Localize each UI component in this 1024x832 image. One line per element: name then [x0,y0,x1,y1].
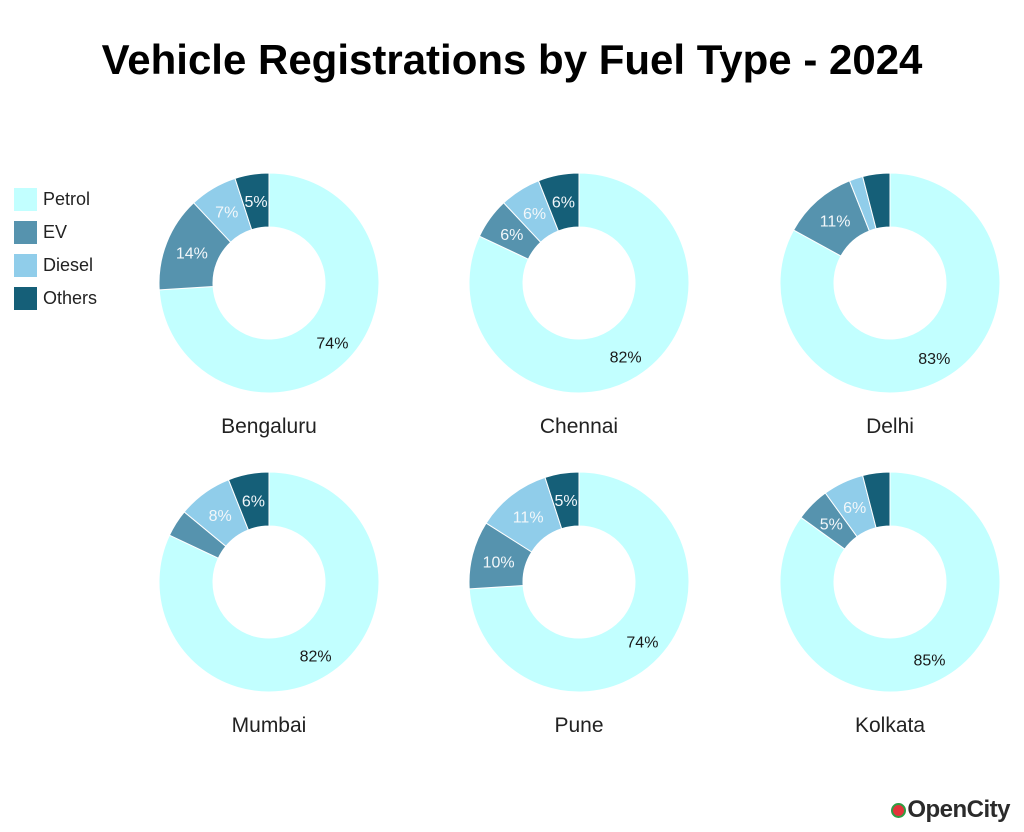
donut-chennai: 82%6%6%6%Chennai [468,172,690,438]
slice-label-chennai-others: 6% [552,194,575,211]
slice-label-chennai-ev: 6% [500,227,523,244]
city-label-mumbai: Mumbai [232,714,307,737]
slice-bengaluru-others [234,172,270,231]
city-label-bengaluru: Bengaluru [221,415,317,438]
city-label-kolkata: Kolkata [855,714,925,737]
slice-label-mumbai-petrol: 82% [300,648,332,665]
slice-chennai-others [537,172,580,232]
slice-label-bengaluru-diesel: 7% [215,205,238,222]
legend-item-others: Others [14,282,97,315]
slice-label-mumbai-others: 6% [242,493,265,510]
legend-label-ev: EV [43,222,68,242]
chart-title: Vehicle Registrations by Fuel Type - 202… [101,36,923,83]
slice-kolkata-petrol [779,471,1001,693]
slice-label-chennai-diesel: 6% [523,206,546,223]
slice-label-delhi-ev: 11% [820,214,851,231]
slice-label-pune-diesel: 11% [513,509,544,526]
slice-pune-petrol [468,471,690,693]
city-label-pune: Pune [554,714,603,737]
slice-pune-others [544,471,580,530]
city-label-chennai: Chennai [540,415,618,438]
opencity-logo-text: OpenCity [907,796,1010,823]
legend-label-diesel: Diesel [43,255,94,275]
legend-label-others: Others [43,288,98,308]
slice-label-pune-others: 5% [554,493,577,510]
donut-pune: 74% 10% 11% 5% Pune [468,471,690,737]
donut-mumbai: 82% 8% 6% Mumbai [158,471,380,737]
slice-label-chennai-petrol: 82% [610,349,642,366]
legend-item-diesel: Diesel [14,249,97,282]
donut-kolkata: 85% 5%6% Kolkata [779,471,1001,737]
slice-mumbai-others [227,471,270,531]
opencity-logo: OpenCity [891,796,1010,824]
slice-delhi-others [862,172,891,230]
legend-swatch-ev [14,221,37,244]
slice-label-kolkata-ev: 5% [820,516,843,533]
city-label-delhi: Delhi [866,415,914,438]
slice-label-bengaluru-petrol: 74% [316,336,348,353]
slice-label-bengaluru-ev: 14% [176,245,208,262]
slice-label-pune-petrol: 74% [626,635,658,652]
legend-label-petrol: Petrol [43,189,91,209]
legend-item-ev: EV [14,216,97,249]
slice-mumbai-petrol [158,471,380,693]
legend: Petrol EV Diesel Others [14,183,97,315]
slice-kolkata-others [862,471,891,529]
slice-label-bengaluru-others: 5% [244,194,267,211]
slice-label-mumbai-diesel: 8% [209,508,232,525]
slice-chennai-petrol [468,172,690,394]
legend-swatch-petrol [14,188,37,211]
donut-bengaluru: 74% 14% 7% 5% Bengaluru [158,172,380,438]
slice-label-kolkata-diesel: 6% [843,500,866,517]
slice-label-kolkata-petrol: 85% [913,653,945,670]
slice-label-pune-ev: 10% [483,554,515,571]
slice-bengaluru-petrol [158,172,380,394]
legend-item-petrol: Petrol [14,183,97,216]
legend-swatch-others [14,287,37,310]
slice-label-delhi-petrol: 83% [918,351,950,368]
slice-delhi-petrol [779,172,1001,394]
opencity-logo-icon [891,802,907,818]
donut-delhi: 83% 11% Delhi [779,172,1001,438]
legend-swatch-diesel [14,254,37,277]
